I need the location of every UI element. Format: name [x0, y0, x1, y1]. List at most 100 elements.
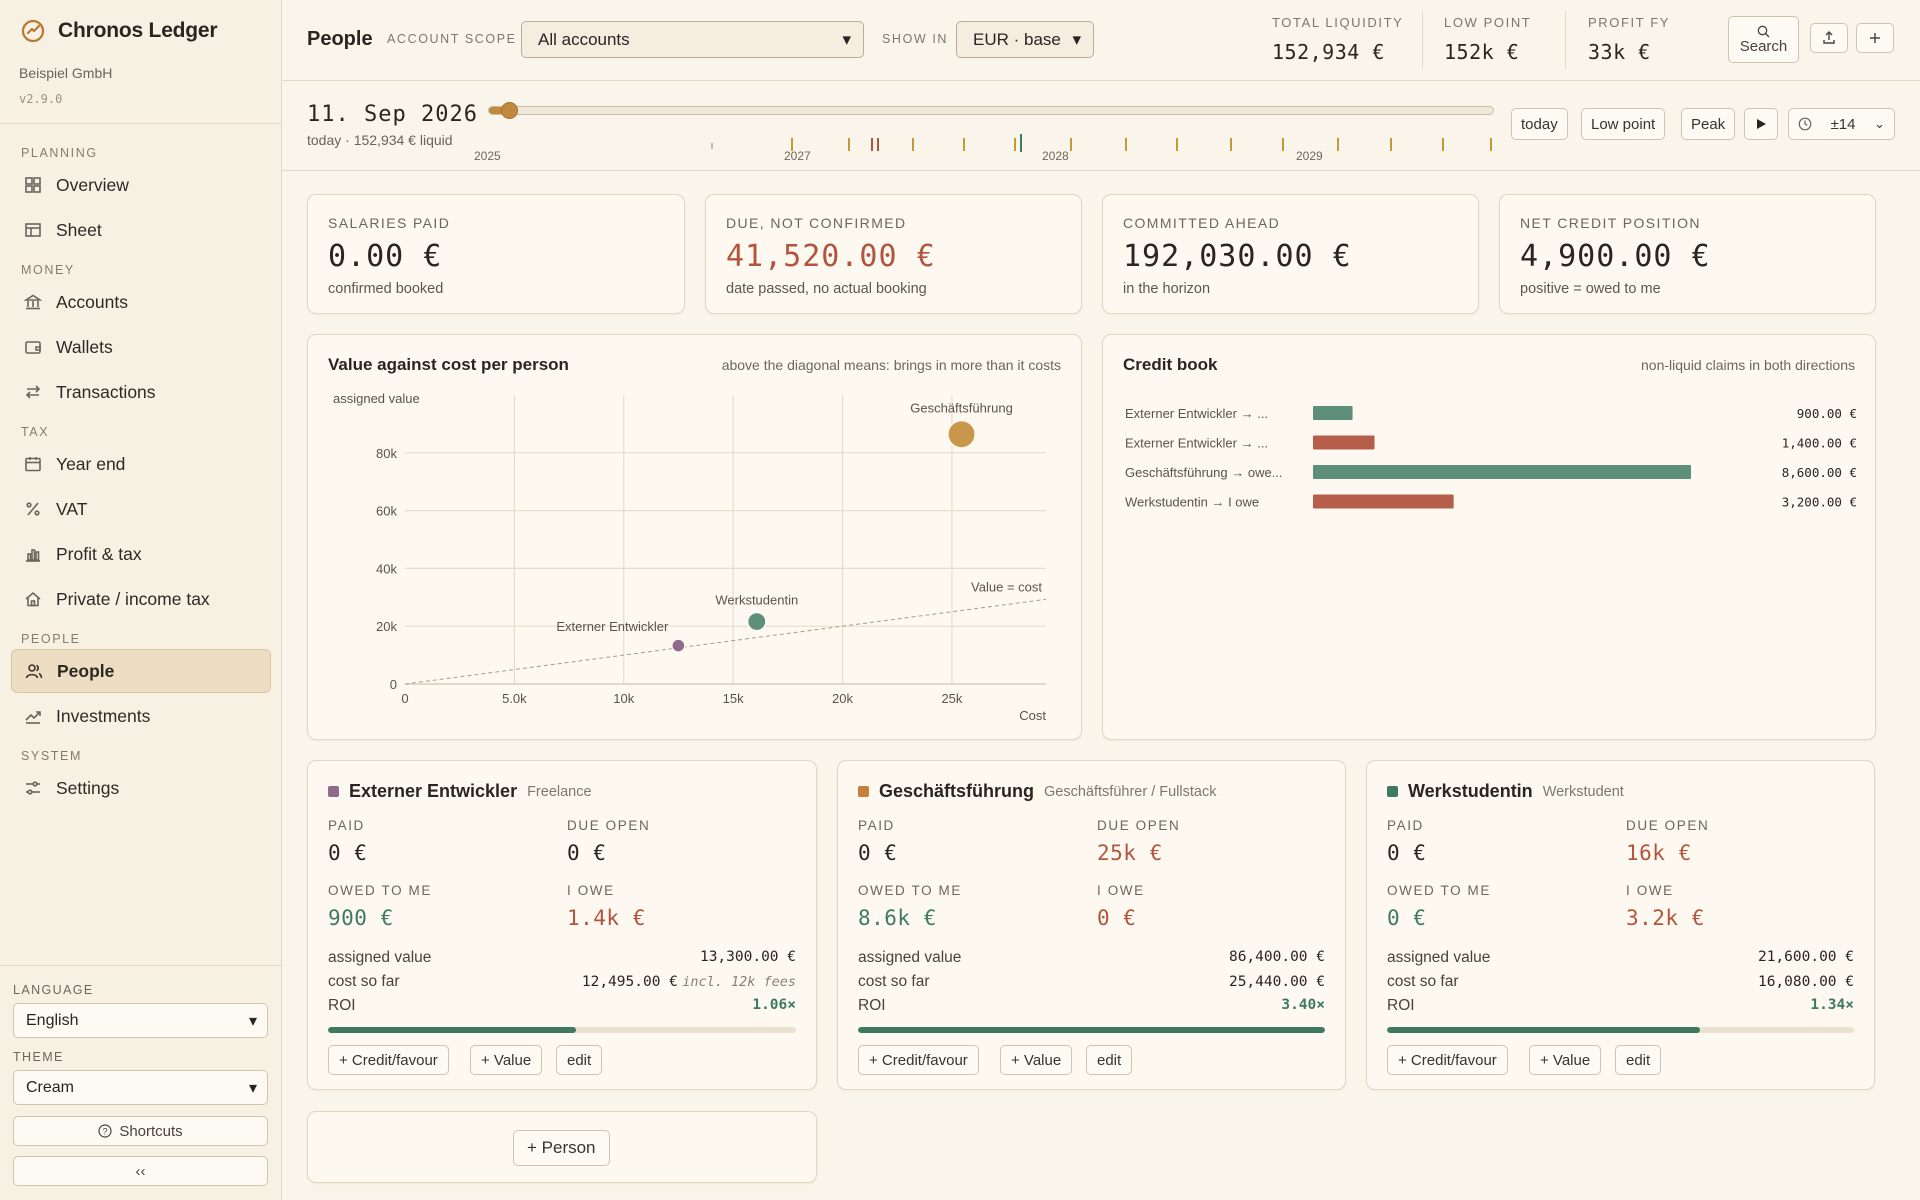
- paid-label: PAID: [858, 818, 895, 833]
- kpi-value: 152k €: [1444, 40, 1520, 64]
- credit-row-value: 1,400.00 €: [1782, 436, 1857, 451]
- kpi-low-point: LOW POINT 152k €: [1444, 15, 1531, 64]
- add-button[interactable]: [1856, 23, 1894, 53]
- roi-bar: [1387, 1027, 1854, 1033]
- sidebar-item-transactions[interactable]: Transactions: [11, 370, 271, 414]
- timeline-subtitle: today · 152,934 € liquid: [307, 132, 453, 148]
- today-button[interactable]: today: [1511, 108, 1568, 140]
- cost-so-far-row: cost so far 16,080.00 €: [1387, 973, 1854, 991]
- sidebar-item-profit-tax[interactable]: Profit & tax: [11, 532, 271, 576]
- point-label: Externer Entwickler: [556, 619, 669, 634]
- edit-button[interactable]: edit: [556, 1045, 603, 1075]
- shortcuts-button[interactable]: ? Shortcuts: [13, 1116, 268, 1146]
- due-open-value: 16k €: [1626, 841, 1692, 865]
- add-credit-button[interactable]: + Credit/favour: [328, 1045, 449, 1075]
- add-value-button[interactable]: + Value: [1529, 1045, 1602, 1075]
- add-value-button[interactable]: + Value: [470, 1045, 543, 1075]
- sidebar-item-year-end[interactable]: Year end: [11, 442, 271, 486]
- currency-value: EUR · base: [973, 29, 1061, 49]
- paid-value: 0 €: [1387, 841, 1427, 865]
- nav-section-label: SYSTEM: [21, 749, 82, 763]
- assigned-value-amount: 21,600.00 €: [1757, 949, 1854, 965]
- account-scope-select[interactable]: All accounts ▾: [521, 21, 864, 58]
- y-tick-label: 60k: [376, 504, 397, 519]
- sidebar-item-private-income-tax[interactable]: Private / income tax: [11, 577, 271, 621]
- timeline-tick: [1020, 134, 1022, 152]
- transfer-icon: [25, 385, 41, 399]
- nav-section-label: PEOPLE: [21, 632, 81, 646]
- owed-to-me-value: 8.6k €: [858, 906, 937, 930]
- theme-select[interactable]: Cream ▾: [13, 1070, 268, 1105]
- low-point-button[interactable]: Low point: [1581, 108, 1666, 140]
- collapse-sidebar-button[interactable]: ‹‹: [13, 1156, 268, 1186]
- sidebar-item-label: Year end: [56, 453, 126, 474]
- chevron-down-icon: ▾: [248, 1012, 257, 1030]
- person-role: Geschäftsführer / Fullstack: [1044, 783, 1217, 800]
- sidebar-item-overview[interactable]: Overview: [11, 163, 271, 207]
- sidebar-item-accounts[interactable]: Accounts: [11, 280, 271, 324]
- stat-value: 0.00 €: [328, 239, 443, 274]
- credit-row-value: 8,600.00 €: [1782, 465, 1857, 480]
- point-label: Werkstudentin: [715, 592, 798, 607]
- sliders-icon: [26, 781, 40, 795]
- stat-subtitle: in the horizon: [1123, 281, 1211, 297]
- language-select[interactable]: English ▾: [13, 1003, 268, 1038]
- cost-so-far-amount: 12,495.00 €: [581, 974, 678, 990]
- edit-button[interactable]: edit: [1615, 1045, 1662, 1075]
- search-button[interactable]: Search: [1728, 16, 1799, 63]
- timeline-slider-thumb[interactable]: [501, 102, 519, 119]
- peak-button[interactable]: Peak: [1681, 108, 1736, 140]
- sidebar-item-people[interactable]: People: [11, 649, 271, 693]
- range-select[interactable]: ±14 ⌄: [1788, 108, 1895, 140]
- sidebar-item-vat[interactable]: VAT: [11, 487, 271, 531]
- chevron-down-icon: ▾: [248, 1079, 257, 1097]
- paid-label: PAID: [1387, 818, 1424, 833]
- timeline-tick: [877, 138, 879, 151]
- timeline-year: 2027: [784, 149, 811, 163]
- timeline-slider-fill: [489, 107, 505, 114]
- owed-to-me-label: OWED TO ME: [858, 883, 963, 898]
- edit-button[interactable]: edit: [1086, 1045, 1133, 1075]
- play-button[interactable]: [1744, 108, 1778, 140]
- currency-select[interactable]: EUR · base ▾: [956, 21, 1094, 58]
- y-tick-label: 0: [390, 677, 397, 692]
- timeline-year: 2025: [474, 149, 501, 163]
- stat-subtitle: confirmed booked: [328, 281, 444, 297]
- timeline-slider[interactable]: [488, 102, 1494, 119]
- calendar-icon: [25, 457, 41, 472]
- assigned-value-amount: 13,300.00 €: [699, 949, 796, 965]
- add-person-button[interactable]: + Person: [513, 1130, 610, 1166]
- cost-so-far-label: cost so far: [328, 973, 400, 990]
- upload-icon: [1823, 31, 1835, 44]
- kpi-label: PROFIT FY: [1588, 15, 1671, 30]
- sidebar-item-wallets[interactable]: Wallets: [11, 325, 271, 369]
- svg-text:?: ?: [103, 1127, 108, 1137]
- sidebar-item-sheet[interactable]: Sheet: [11, 208, 271, 252]
- chevron-down-icon: ⌄: [1874, 116, 1885, 131]
- timeline-tick: [1070, 138, 1072, 151]
- sidebar: Chronos Ledger Beispiel GmbH v2.9.0 PLAN…: [0, 0, 282, 1200]
- add-credit-button[interactable]: + Credit/favour: [1387, 1045, 1508, 1075]
- credit-book-chart: Externer Entwickler → ... 900.00 € Externe…: [1125, 406, 1857, 510]
- sidebar-item-label: VAT: [56, 498, 88, 519]
- add-value-button[interactable]: + Value: [1000, 1045, 1073, 1075]
- assigned-value-amount: 86,400.00 €: [1228, 949, 1325, 965]
- person-card: Werkstudentin Werkstudent PAID 0 € DUE O…: [1366, 760, 1875, 1090]
- assigned-value-row: assigned value 13,300.00 €: [328, 949, 796, 967]
- timeline-tick: [912, 138, 914, 151]
- home-icon: [25, 591, 41, 607]
- scatter-point: [746, 611, 767, 632]
- panel-title: Credit book: [1123, 355, 1218, 374]
- timeline-tick: [1337, 138, 1339, 151]
- credit-row-value: 3,200.00 €: [1782, 495, 1857, 510]
- timeline-year: 2028: [1042, 149, 1069, 163]
- divider: [1565, 11, 1566, 69]
- export-button[interactable]: [1810, 23, 1848, 53]
- sidebar-item-label: Accounts: [56, 291, 128, 312]
- kpi-profit-fy: PROFIT FY 33k €: [1588, 15, 1670, 64]
- add-credit-button[interactable]: + Credit/favour: [858, 1045, 979, 1075]
- sidebar-item-investments[interactable]: Investments: [11, 694, 271, 738]
- roi-bar-fill: [858, 1027, 1325, 1033]
- brand[interactable]: Chronos Ledger: [20, 18, 218, 44]
- sidebar-item-settings[interactable]: Settings: [11, 766, 271, 810]
